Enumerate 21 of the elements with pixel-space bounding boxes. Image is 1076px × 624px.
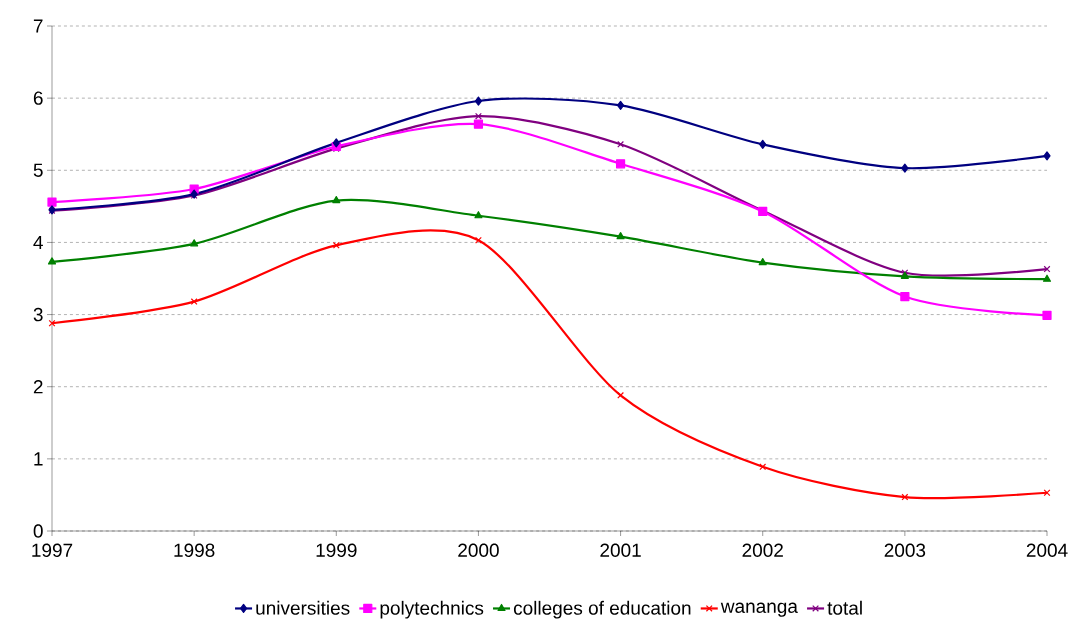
legend-label: wananga (720, 602, 798, 617)
y-tick-label: 4 (33, 235, 43, 249)
x-tick-label: 1998 (174, 543, 215, 557)
legend-label: total (827, 600, 862, 615)
y-tick-label: 3 (33, 307, 43, 322)
x-tick-label: 2002 (742, 543, 783, 557)
x-tick-label: 2001 (600, 543, 641, 557)
y-tick-label: 5 (33, 163, 43, 177)
y-tick-label: 0 (33, 524, 43, 538)
y-tick-label: 6 (33, 91, 43, 105)
y-tick-label: 2 (33, 380, 43, 394)
x-tick-label: 2004 (1026, 543, 1068, 557)
x-tick-label: 2003 (884, 543, 926, 557)
legend-label: colleges of education (513, 600, 691, 619)
x-tick-label: 1997 (32, 543, 73, 557)
x-tick-label: 1999 (316, 543, 357, 557)
legend-label: polytechnics (380, 600, 484, 619)
y-tick-label: 1 (34, 452, 43, 466)
y-tick-label: 7 (33, 19, 43, 33)
legend-label: universities (256, 600, 350, 615)
x-tick-label: 2000 (458, 543, 499, 557)
